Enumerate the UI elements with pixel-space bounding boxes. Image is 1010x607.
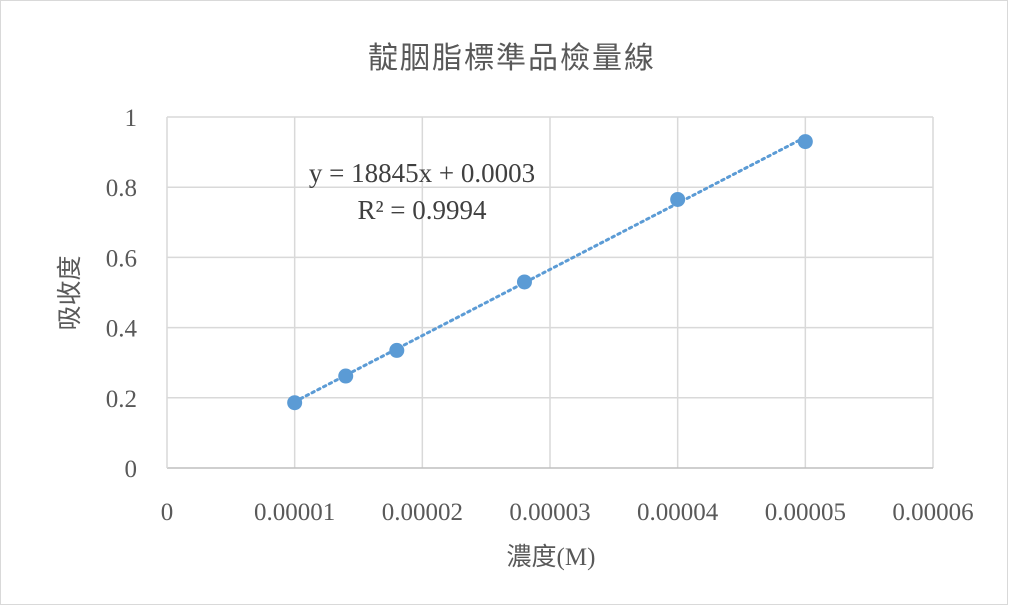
y-tick-label: 0.4: [106, 316, 138, 343]
x-tick-label: 0.00002: [382, 499, 463, 526]
data-point: [797, 134, 813, 150]
x-tick-label: 0.00003: [509, 499, 590, 526]
chart-title: 靛胭脂標準品檢量線: [368, 42, 656, 75]
x-tick-label: 0.00005: [765, 499, 846, 526]
axis-layer: [166, 117, 933, 469]
trendline-layer: [293, 135, 807, 404]
data-point: [287, 395, 303, 411]
data-point: [516, 274, 532, 290]
x-axis-label: 濃度(M): [507, 543, 596, 571]
grid-layer: [167, 116, 934, 468]
data-point: [389, 342, 405, 358]
x-tick-label: 0.00004: [637, 499, 719, 526]
trendline-r-squared: R² = 0.9994: [357, 195, 487, 225]
x-tick-label: 0.00001: [254, 499, 335, 526]
x-tick-label: 0.00006: [892, 499, 973, 526]
y-axis-label: 吸收度: [56, 255, 84, 330]
trendline: [293, 135, 807, 404]
y-tick-label: 0: [125, 456, 138, 483]
y-tick-label: 0.8: [106, 175, 137, 202]
y-tick-label: 0.2: [106, 386, 137, 413]
point-layer: [287, 134, 813, 411]
trendline-equation: y = 18845x + 0.0003: [309, 158, 535, 188]
data-point: [670, 191, 686, 207]
data-point: [338, 368, 354, 384]
y-tick-label: 0.6: [106, 245, 137, 272]
x-tick-label: 0: [161, 499, 174, 526]
y-tick-label: 1: [125, 105, 138, 132]
tick-layer: 0 0.00001 0.00002 0.00003 0.00004 0.00005 0.00…: [106, 105, 974, 526]
